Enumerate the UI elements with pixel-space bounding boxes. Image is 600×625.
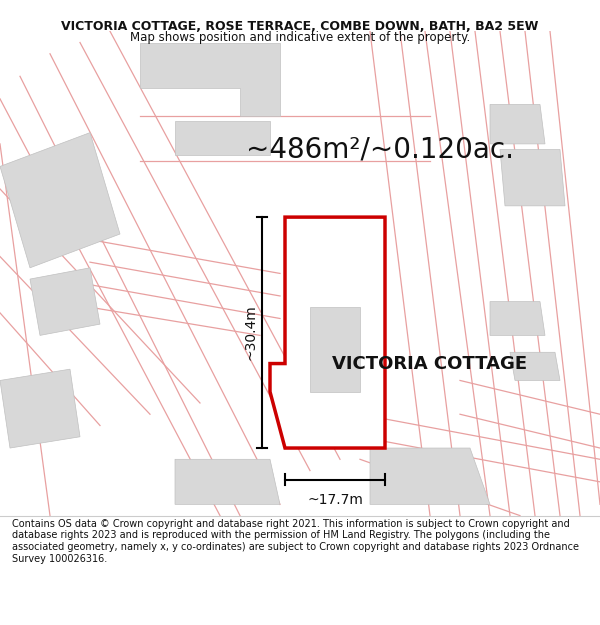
Text: VICTORIA COTTAGE, ROSE TERRACE, COMBE DOWN, BATH, BA2 5EW: VICTORIA COTTAGE, ROSE TERRACE, COMBE DO… — [61, 20, 539, 33]
Text: ~17.7m: ~17.7m — [307, 493, 363, 507]
Text: Map shows position and indicative extent of the property.: Map shows position and indicative extent… — [130, 31, 470, 44]
Text: ~486m²/~0.120ac.: ~486m²/~0.120ac. — [246, 136, 514, 164]
Polygon shape — [175, 121, 270, 155]
Text: ~30.4m: ~30.4m — [243, 305, 257, 361]
Polygon shape — [370, 448, 490, 504]
Polygon shape — [510, 352, 560, 381]
Polygon shape — [30, 268, 100, 336]
Polygon shape — [175, 459, 280, 504]
Polygon shape — [0, 369, 80, 448]
Text: VICTORIA COTTAGE: VICTORIA COTTAGE — [332, 354, 527, 372]
Polygon shape — [0, 132, 120, 268]
Polygon shape — [490, 302, 545, 336]
Polygon shape — [490, 104, 545, 144]
Polygon shape — [140, 42, 280, 116]
Polygon shape — [500, 149, 565, 206]
Text: Contains OS data © Crown copyright and database right 2021. This information is : Contains OS data © Crown copyright and d… — [12, 519, 579, 564]
Polygon shape — [310, 308, 360, 392]
Polygon shape — [310, 308, 360, 392]
Polygon shape — [270, 217, 385, 448]
